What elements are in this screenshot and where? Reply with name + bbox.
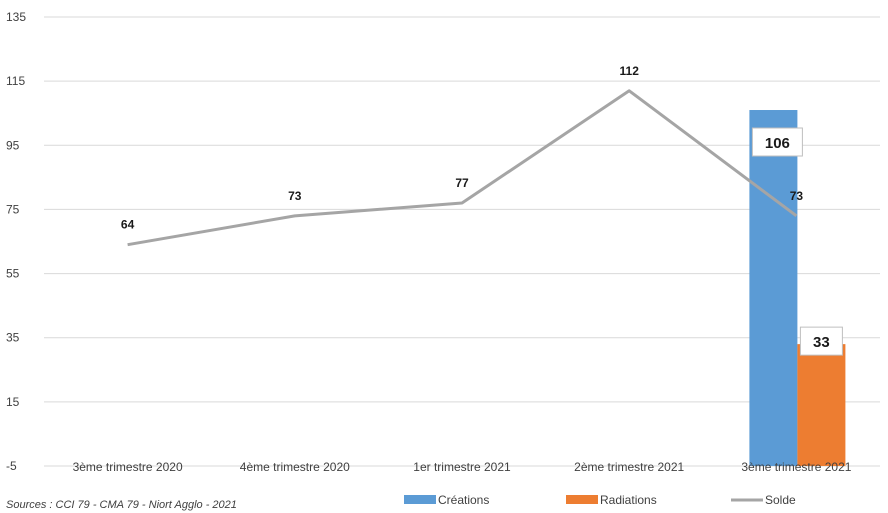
legend-label-radiations: Radiations (600, 493, 657, 507)
y-tick-label: 115 (6, 74, 25, 88)
gridlines (44, 16, 880, 467)
y-axis-ticks: 135 115 95 75 55 35 15 -5 (6, 10, 26, 473)
solde-line (127, 89, 798, 247)
x-category-label: 4ème trimestre 2020 (240, 460, 350, 474)
data-labels: 106 33 64 73 77 112 73 (121, 64, 843, 356)
line-value-label: 77 (455, 176, 469, 190)
y-tick-label: -5 (6, 459, 17, 473)
line-value-label: 112 (620, 64, 640, 78)
bar-label-box (751, 127, 803, 157)
bar-label-box (799, 326, 843, 356)
y-tick-label: 35 (6, 331, 20, 345)
y-tick-label: 75 (6, 202, 20, 216)
legend-swatch-créations (404, 495, 436, 504)
legend-label-solde: Solde (765, 493, 796, 507)
y-tick-label: 135 (6, 10, 26, 24)
line-solde (127, 89, 798, 247)
bar-radiations (797, 344, 846, 466)
line-value-label: 73 (288, 189, 302, 203)
x-axis-categories: 3ème trimestre 2020 4ème trimestre 2020 1e… (73, 460, 852, 474)
x-category-label: 2ème trimestre 2021 (574, 460, 684, 474)
legend: Créations Radiations Solde (404, 493, 796, 507)
bar-value-label: 33 (813, 334, 830, 351)
line-value-label: 64 (121, 218, 135, 232)
bars (749, 110, 846, 466)
y-tick-label: 15 (6, 395, 20, 409)
y-tick-label: 95 (6, 138, 20, 152)
source-note: Sources : CCI 79 - CMA 79 - Niort Agglo … (6, 499, 237, 511)
x-category-label: 1er trimestre 2021 (413, 460, 511, 474)
bar-value-label: 106 (765, 135, 790, 152)
line-value-label: 73 (790, 189, 804, 203)
x-category-label: 3ème trimestre 2020 (73, 460, 183, 474)
legend-swatch-radiations (566, 495, 598, 504)
y-tick-label: 55 (6, 267, 20, 281)
bar-créations (749, 110, 798, 466)
x-category-label: 3ème trimestre 2021 (741, 460, 851, 474)
legend-label-créations: Créations (438, 493, 489, 507)
